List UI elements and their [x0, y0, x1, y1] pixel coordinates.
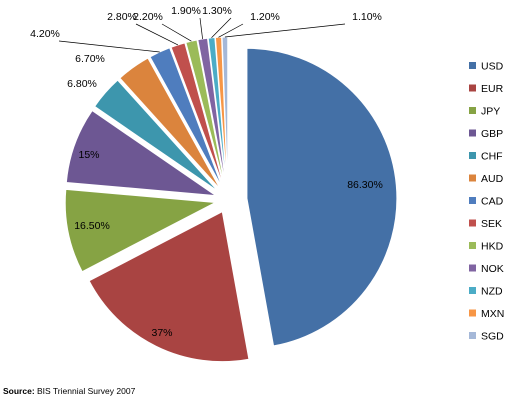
legend-item-usd: USD	[469, 61, 504, 73]
legend-label-chf: CHF	[481, 151, 503, 163]
leader-line-cad	[58, 40, 160, 53]
data-label-sgd: 1.10%	[352, 11, 382, 23]
legend-item-gbp: GBP	[469, 128, 503, 140]
legend-label-gbp: GBP	[481, 128, 503, 140]
data-label-aud: 6.70%	[75, 53, 105, 65]
data-labels: 86.30% 37% 16.50% 15% 6.80% 6.70% 4.20% 2.80%2.…	[30, 5, 383, 339]
legend-item-nok: NOK	[469, 263, 504, 275]
legend-swatch-gbp	[469, 129, 476, 137]
slice-eur	[88, 210, 250, 363]
legend-swatch-usd	[469, 62, 476, 69]
leader-lines	[58, 17, 346, 53]
legend-item-hkd: HKD	[469, 241, 504, 253]
legend-label-hkd: HKD	[481, 241, 504, 253]
legend-swatch-chf	[469, 152, 476, 159]
data-label-jpy: 16.50%	[74, 220, 110, 232]
legend-swatch-aud	[469, 174, 476, 182]
data-label-mxn: 1.20%	[250, 11, 280, 23]
leader-line-hkd	[161, 23, 192, 42]
legend-item-sek: SEK	[469, 218, 502, 230]
legend-item-nzd: NZD	[469, 286, 503, 298]
legend-label-cad: CAD	[481, 196, 504, 208]
slice-chf	[93, 79, 219, 192]
pie-slices	[64, 36, 398, 363]
data-label-hkd: 2.20%	[133, 11, 163, 23]
legend-swatch-hkd	[469, 242, 476, 249]
data-label-gbp: 15%	[78, 149, 99, 161]
data-label-eur: 37%	[151, 327, 172, 339]
legend-swatch-sek	[469, 219, 476, 227]
source-text: BIS Triennial Survey 2007	[34, 386, 136, 396]
legend-item-sgd: SGD	[469, 331, 504, 343]
slice-usd	[246, 47, 398, 347]
legend-label-jpy: JPY	[481, 106, 500, 118]
slice-nzd	[207, 36, 228, 188]
leader-line-sgd	[224, 23, 346, 38]
legend-label-sgd: SGD	[481, 331, 504, 343]
legend-item-cad: CAD	[469, 196, 504, 208]
leader-line-mxn	[218, 23, 244, 38]
legend-swatch-nzd	[469, 287, 476, 294]
leader-line-nok	[199, 17, 203, 40]
slice-jpy	[64, 188, 218, 273]
legend-swatch-mxn	[469, 309, 476, 317]
legend: USD EUR JPY GBP CHF AUD CAD SEK HKD NOK NZD MXN SGD	[469, 61, 504, 343]
legend-label-mxn: MXN	[481, 308, 504, 320]
source-note: Source: BIS Triennial Survey 2007	[3, 386, 135, 396]
legend-label-sek: SEK	[481, 218, 502, 230]
legend-swatch-cad	[469, 197, 476, 204]
data-label-usd: 86.30%	[347, 179, 383, 191]
data-label-cad: 4.20%	[30, 28, 60, 40]
leader-line-nzd	[211, 17, 232, 39]
legend-label-aud: AUD	[481, 173, 504, 185]
data-label-nzd: 1.30%	[202, 5, 232, 17]
legend-item-chf: CHF	[469, 151, 503, 163]
legend-swatch-jpy	[469, 107, 476, 114]
source-label: Source:	[3, 386, 35, 396]
legend-label-nok: NOK	[481, 263, 504, 275]
leader-line-sek	[135, 23, 179, 46]
legend-swatch-sgd	[469, 332, 476, 339]
legend-label-nzd: NZD	[481, 286, 503, 298]
legend-label-eur: EUR	[481, 83, 504, 95]
legend-item-aud: AUD	[469, 173, 504, 185]
legend-label-usd: USD	[481, 61, 504, 73]
legend-item-mxn: MXN	[469, 308, 504, 320]
data-label-chf: 6.80%	[67, 78, 97, 90]
slice-gbp	[65, 109, 218, 197]
legend-swatch-nok	[469, 264, 476, 272]
data-label-nok: 1.90%	[171, 5, 201, 17]
data-label-sek: 2.80%	[107, 11, 137, 23]
legend-swatch-eur	[469, 84, 476, 92]
legend-item-jpy: JPY	[469, 106, 500, 118]
legend-item-eur: EUR	[469, 83, 504, 95]
slice-aud	[119, 57, 221, 190]
